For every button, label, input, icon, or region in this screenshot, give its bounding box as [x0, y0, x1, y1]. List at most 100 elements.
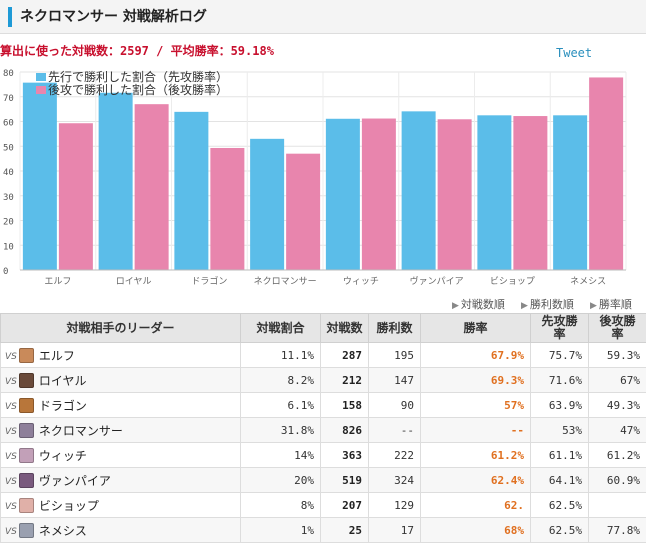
x-tick-label: ウィッチ — [343, 276, 379, 287]
leader-cell: VS ネメシス — [0, 517, 241, 543]
battles-cell: 212 — [320, 367, 369, 393]
leader-name: ウィッチ — [38, 448, 87, 463]
leader-avatar-icon — [18, 472, 34, 488]
ratio-cell: 8.2% — [240, 367, 321, 393]
first-winrate-cell: 64.1% — [530, 467, 589, 493]
y-tick-label: 70 — [3, 94, 14, 104]
bar-first-winrate — [477, 115, 512, 270]
col-header-wins[interactable]: 勝利数 — [368, 313, 421, 343]
y-tick-label: 0 — [3, 267, 8, 277]
leader-cell: VS ウィッチ — [0, 442, 241, 468]
bar-first-winrate — [174, 111, 209, 270]
leader-avatar-icon — [18, 372, 34, 388]
second-winrate-cell: 67% — [588, 367, 646, 393]
table-row: VS エルフ 11.1% 287 195 67.9% 75.7% 59.3% — [0, 342, 646, 368]
sort-by-winrate-link[interactable]: ▶ 勝率順 — [590, 296, 632, 312]
wins-cell: 129 — [368, 492, 421, 518]
table-row: VS ウィッチ 14% 363 222 61.2% 61.1% 61.2% — [0, 442, 646, 468]
wins-cell: -- — [368, 417, 421, 443]
battles-cell: 207 — [320, 492, 369, 518]
wins-cell: 222 — [368, 442, 421, 468]
y-tick-label: 50 — [3, 143, 14, 153]
winrate-cell: -- — [420, 417, 531, 443]
wins-cell: 90 — [368, 392, 421, 418]
ratio-cell: 20% — [240, 467, 321, 493]
table-row: VS ビショップ 8% 207 129 62. 62.5% — [0, 492, 646, 518]
bar-first-winrate — [401, 111, 436, 270]
leader-avatar-icon — [18, 422, 34, 438]
col-header-battles[interactable]: 対戦数 — [320, 313, 369, 343]
winrate-cell: 68% — [420, 517, 531, 543]
col-header-second-winrate[interactable]: 後攻勝率 — [588, 313, 646, 343]
battles-cell: 25 — [320, 517, 369, 543]
legend-label-first: 先行で勝利した割合（先攻勝率） — [48, 69, 228, 84]
leader-name: ドラゴン — [38, 398, 87, 413]
x-tick-label: ネメシス — [570, 276, 606, 287]
ratio-cell: 11.1% — [240, 342, 321, 368]
wins-cell: 195 — [368, 342, 421, 368]
matchup-table: 対戦相手のリーダー 対戦割合 対戦数 勝利数 勝率 先攻勝率 後攻勝率 VS エル… — [0, 313, 646, 543]
sort-by-battles-link[interactable]: ▶ 対戦数順 — [452, 296, 505, 312]
winrate-cell: 62. — [420, 492, 531, 518]
ratio-cell: 6.1% — [240, 392, 321, 418]
leader-avatar-icon — [18, 347, 34, 363]
col-header-winrate[interactable]: 勝率 — [420, 313, 531, 343]
bar-second-winrate — [210, 147, 245, 270]
col-header-leader[interactable]: 対戦相手のリーダー — [0, 313, 241, 343]
bar-second-winrate — [58, 123, 93, 270]
bar-first-winrate — [22, 82, 57, 270]
winrate-cell: 67.9% — [420, 342, 531, 368]
leader-name: ヴァンパイア — [38, 473, 111, 488]
triangle-right-icon: ▶ — [590, 301, 597, 311]
wins-cell: 147 — [368, 367, 421, 393]
vs-label: VS — [5, 501, 17, 512]
second-winrate-cell: 61.2% — [588, 442, 646, 468]
bar-second-winrate — [589, 77, 624, 270]
vs-label: VS — [5, 351, 17, 362]
header-accent-bar — [8, 7, 12, 27]
y-tick-label: 40 — [3, 168, 14, 178]
second-winrate-cell: 77.8% — [588, 517, 646, 543]
wins-cell: 324 — [368, 467, 421, 493]
y-tick-label: 20 — [3, 218, 14, 228]
leader-cell: VS ネクロマンサー — [0, 417, 241, 443]
x-tick-label: ロイヤル — [116, 277, 152, 287]
first-winrate-cell: 63.9% — [530, 392, 589, 418]
leader-name: ネクロマンサー — [38, 423, 123, 438]
leader-avatar-icon — [18, 447, 34, 463]
battles-cell: 363 — [320, 442, 369, 468]
summary-text: 算出に使った対戦数：2597 / 平均勝率：59.18% — [0, 44, 274, 58]
first-winrate-cell: 62.5% — [530, 492, 589, 518]
leader-avatar-icon — [18, 497, 34, 513]
vs-label: VS — [5, 426, 17, 437]
col-header-first-winrate[interactable]: 先攻勝率 — [530, 313, 589, 343]
table-row: VS ロイヤル 8.2% 212 147 69.3% 71.6% 67% — [0, 367, 646, 393]
second-winrate-cell: 47% — [588, 417, 646, 443]
vs-label: VS — [5, 376, 17, 387]
sort-by-wins-link[interactable]: ▶ 勝利数順 — [521, 296, 574, 312]
sort-links: ▶ 対戦数順 ▶ 勝利数順 ▶ 勝率順 — [0, 296, 646, 312]
sort-label: 勝利数順 — [529, 298, 574, 311]
sort-label: 勝率順 — [598, 298, 632, 311]
tweet-link[interactable]: Tweet — [556, 46, 593, 60]
bar-first-winrate — [325, 118, 360, 270]
leader-name: ネメシス — [38, 523, 87, 538]
y-tick-label: 30 — [3, 193, 14, 203]
battles-cell: 519 — [320, 467, 369, 493]
winrate-bar-chart: 0 10 20 30 40 50 60 70 80 エルフ ロイヤル ドラゴン ネクロマンサー ウィッチ ヴ… — [3, 69, 627, 287]
legend-label-second: 後攻で勝利した割合（後攻勝率） — [48, 82, 228, 97]
x-tick-label: ネクロマンサー — [254, 276, 317, 287]
winrate-cell: 61.2% — [420, 442, 531, 468]
y-tick-label: 80 — [3, 69, 14, 79]
vs-label: VS — [5, 401, 17, 412]
x-tick-label: ドラゴン — [191, 275, 227, 287]
table-row: VS ネクロマンサー 31.8% 826 -- -- 53% 47% — [0, 417, 646, 443]
y-tick-label: 60 — [3, 119, 14, 129]
x-tick-label: エルフ — [44, 277, 71, 287]
bar-second-winrate — [286, 153, 321, 270]
winrate-cell: 62.4% — [420, 467, 531, 493]
col-header-ratio[interactable]: 対戦割合 — [240, 313, 321, 343]
triangle-right-icon: ▶ — [521, 301, 528, 311]
leader-cell: VS ドラゴン — [0, 392, 241, 418]
second-winrate-cell: 49.3% — [588, 392, 646, 418]
